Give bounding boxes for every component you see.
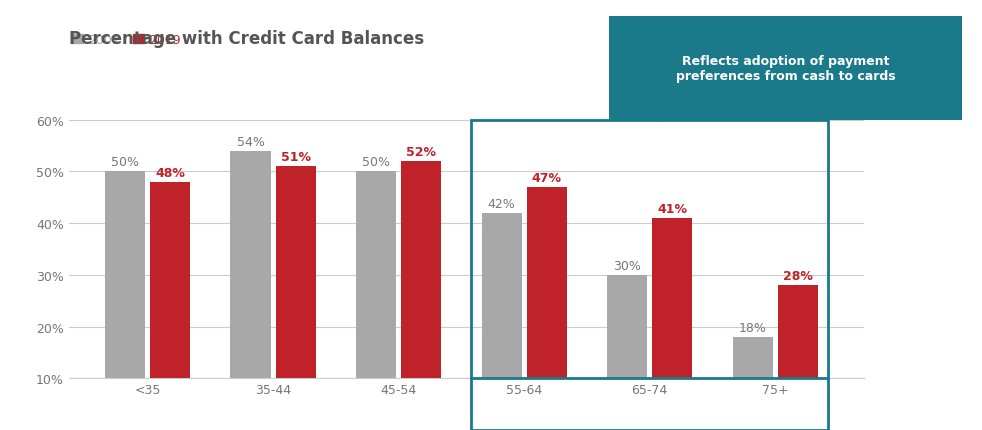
Text: 28%: 28% xyxy=(783,270,813,283)
Text: 52%: 52% xyxy=(407,146,436,159)
Text: Percentage with Credit Card Balances: Percentage with Credit Card Balances xyxy=(69,30,424,48)
Legend: 2001, 2019: 2001, 2019 xyxy=(67,29,186,52)
Text: 54%: 54% xyxy=(237,135,264,148)
Bar xyxy=(471,378,828,430)
Bar xyxy=(733,337,773,430)
Text: 18%: 18% xyxy=(738,321,767,334)
Bar xyxy=(526,187,567,430)
Bar xyxy=(231,151,271,430)
FancyBboxPatch shape xyxy=(609,17,962,120)
Text: 41%: 41% xyxy=(657,203,687,215)
Bar xyxy=(402,162,441,430)
Text: 42%: 42% xyxy=(488,197,516,210)
Bar xyxy=(471,120,828,378)
Text: 51%: 51% xyxy=(281,151,310,164)
Bar xyxy=(778,286,818,430)
Text: 50%: 50% xyxy=(111,156,139,169)
Bar xyxy=(105,172,145,430)
Bar xyxy=(276,167,316,430)
Text: 50%: 50% xyxy=(362,156,390,169)
Bar xyxy=(607,275,647,430)
Text: Reflects adoption of payment
preferences from cash to cards: Reflects adoption of payment preferences… xyxy=(676,55,896,83)
Bar xyxy=(481,213,521,430)
Bar xyxy=(355,172,396,430)
Bar xyxy=(150,182,191,430)
Bar xyxy=(652,218,692,430)
Text: 47%: 47% xyxy=(532,172,562,184)
Text: 48%: 48% xyxy=(155,166,186,179)
Text: 30%: 30% xyxy=(613,259,641,272)
